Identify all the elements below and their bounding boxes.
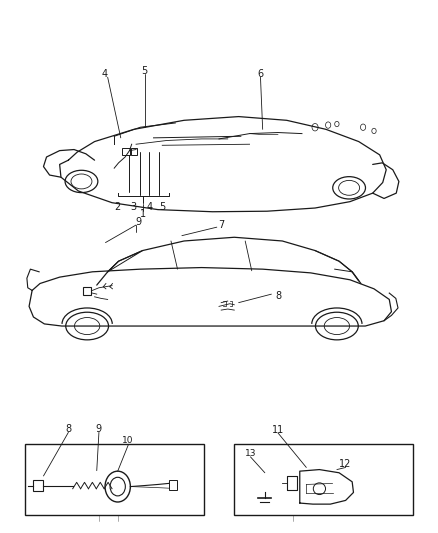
Text: 9: 9 <box>96 424 102 434</box>
Text: 6: 6 <box>258 69 264 79</box>
Text: 11: 11 <box>272 425 284 435</box>
Text: 4: 4 <box>146 202 152 212</box>
Text: 10: 10 <box>123 437 134 446</box>
Bar <box>122 149 130 155</box>
Bar <box>131 149 138 155</box>
Text: 7: 7 <box>218 220 224 230</box>
Text: 4: 4 <box>101 69 107 79</box>
Text: 8: 8 <box>65 424 71 434</box>
Text: 9: 9 <box>135 217 141 228</box>
Bar <box>33 480 43 491</box>
Bar <box>234 443 413 515</box>
Bar <box>83 287 91 295</box>
Bar <box>25 443 204 515</box>
Text: 5: 5 <box>159 202 166 212</box>
Bar <box>169 480 177 490</box>
Text: 13: 13 <box>245 449 256 458</box>
Text: 5: 5 <box>141 66 148 76</box>
Text: 2: 2 <box>115 202 121 212</box>
Text: 3: 3 <box>131 202 137 212</box>
Text: 12: 12 <box>339 459 352 469</box>
Text: 1: 1 <box>140 209 146 220</box>
Text: 8: 8 <box>275 290 281 301</box>
